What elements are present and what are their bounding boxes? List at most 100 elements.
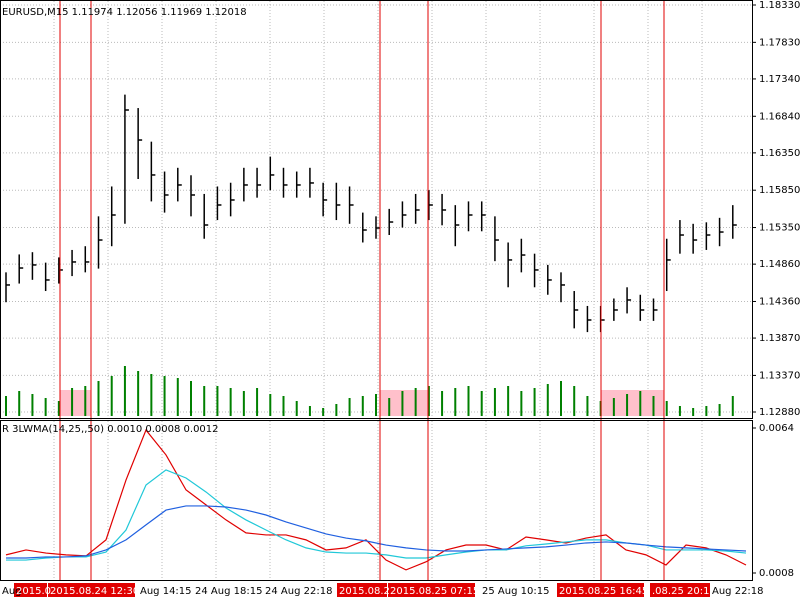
volume-bar xyxy=(308,406,311,416)
volume-bar xyxy=(692,408,695,416)
time-highlight xyxy=(557,583,644,597)
volume-bar xyxy=(533,388,536,416)
y-tick-label: 1.15350 xyxy=(759,223,800,234)
volume-bar xyxy=(335,404,338,416)
volume-bar xyxy=(18,391,21,416)
volume-bar xyxy=(31,394,34,416)
indicator-header: R 3LWMA(14,25,,50) 0.0010 0.0008 0.0012 xyxy=(2,424,219,435)
volume-bar xyxy=(137,371,140,416)
y-tick-label: 1.17340 xyxy=(759,74,800,85)
volume-bar xyxy=(242,391,245,416)
marks xyxy=(5,94,747,571)
y-tick-label: 1.14360 xyxy=(759,296,800,307)
volume-bar xyxy=(388,398,391,416)
time-label: 2015.08.25 16:45 xyxy=(559,586,648,597)
volume-bar xyxy=(705,406,708,416)
volume-bar xyxy=(348,398,351,416)
indicator-frame xyxy=(0,420,753,581)
volume-bar xyxy=(5,396,7,416)
y-tick-label: 1.12880 xyxy=(759,407,800,418)
time-label: 2015.08.24 12:30 xyxy=(50,586,139,597)
volume-bar xyxy=(665,401,668,416)
time-label: 24 Aug 18:15 xyxy=(195,586,262,597)
volume-bar xyxy=(150,374,153,416)
time-highlight xyxy=(388,583,475,597)
volume-bar xyxy=(176,378,179,416)
volume-bar xyxy=(203,386,206,416)
time-label: .08.25 20:15 xyxy=(652,586,716,597)
time-highlight xyxy=(650,583,710,597)
volume-bar xyxy=(97,381,100,416)
volume-bar xyxy=(731,396,734,416)
volume-bar xyxy=(586,396,589,416)
indicator-line xyxy=(6,505,747,559)
zone xyxy=(380,390,428,416)
grid xyxy=(0,1,752,580)
volume-bar xyxy=(71,388,74,416)
volume-bar xyxy=(493,388,496,416)
markers xyxy=(59,0,665,580)
price-frame xyxy=(0,0,753,419)
y-tick-label: 1.13870 xyxy=(759,333,800,344)
volume-bar xyxy=(573,386,576,416)
y-tick-label: 1.15850 xyxy=(759,185,800,196)
volume-bar xyxy=(520,391,523,416)
y-tick-label: 0.0064 xyxy=(759,423,794,434)
volume-bar xyxy=(626,394,629,416)
volume-bar xyxy=(507,386,510,416)
volume-bar xyxy=(454,388,457,416)
time-highlight xyxy=(48,583,135,597)
volume-bar xyxy=(84,386,87,416)
time-label: 2015.0 xyxy=(16,586,51,597)
y-tick-label: 1.18330 xyxy=(759,0,800,11)
volume-bar xyxy=(256,388,259,416)
volume-bar xyxy=(190,381,192,416)
volume-bar xyxy=(639,391,642,416)
y-tick-label: 1.17830 xyxy=(759,37,800,48)
volume-bar xyxy=(123,366,126,416)
indicator-line xyxy=(5,428,747,571)
y-tick-label: 1.16350 xyxy=(759,148,800,159)
volume-bar xyxy=(441,391,444,416)
volume-bar xyxy=(361,396,364,416)
y-tick-label: 1.16840 xyxy=(759,111,800,122)
volume-bar xyxy=(546,384,549,416)
time-label: Aug 22:18 xyxy=(712,586,764,597)
time-label: 25 Aug 10:15 xyxy=(482,586,549,597)
y-tick-label: 1.14860 xyxy=(759,259,800,270)
volume-bar xyxy=(480,391,483,416)
time-label: 2015.08.25 07:15 xyxy=(390,586,479,597)
zone xyxy=(60,390,91,416)
time-label: 24 Aug 22:18 xyxy=(265,586,332,597)
volume-bar xyxy=(612,398,615,416)
time-highlight xyxy=(337,583,387,597)
zone xyxy=(601,390,664,416)
time-label: Aug 14:15 xyxy=(140,586,192,597)
volume-bar xyxy=(44,398,47,416)
time-label: Aug xyxy=(2,586,22,597)
volume-bar xyxy=(718,404,721,416)
volume-bar xyxy=(216,386,219,416)
volume-bar xyxy=(560,381,562,416)
volume-bar xyxy=(269,394,272,416)
volume-bar xyxy=(282,396,285,416)
volume-bar xyxy=(295,401,298,416)
volume-bar xyxy=(375,394,377,416)
volume-bar xyxy=(110,376,113,416)
volume-bar xyxy=(467,386,470,416)
volume-bar xyxy=(678,406,681,416)
y-tick-label: 1.13370 xyxy=(759,370,800,381)
volume-bar xyxy=(229,388,232,416)
time-highlight xyxy=(14,583,47,597)
volume-bar xyxy=(427,386,430,416)
volume-bar xyxy=(401,391,404,416)
volume-bar xyxy=(652,396,655,416)
price-header: EURUSD,M15 1.11974 1.12056 1.11969 1.120… xyxy=(2,7,247,18)
volume-bar xyxy=(57,401,60,416)
volume-bar xyxy=(163,376,166,416)
volume-bar xyxy=(414,388,417,416)
time-label: 2015.08.2 xyxy=(339,586,390,597)
